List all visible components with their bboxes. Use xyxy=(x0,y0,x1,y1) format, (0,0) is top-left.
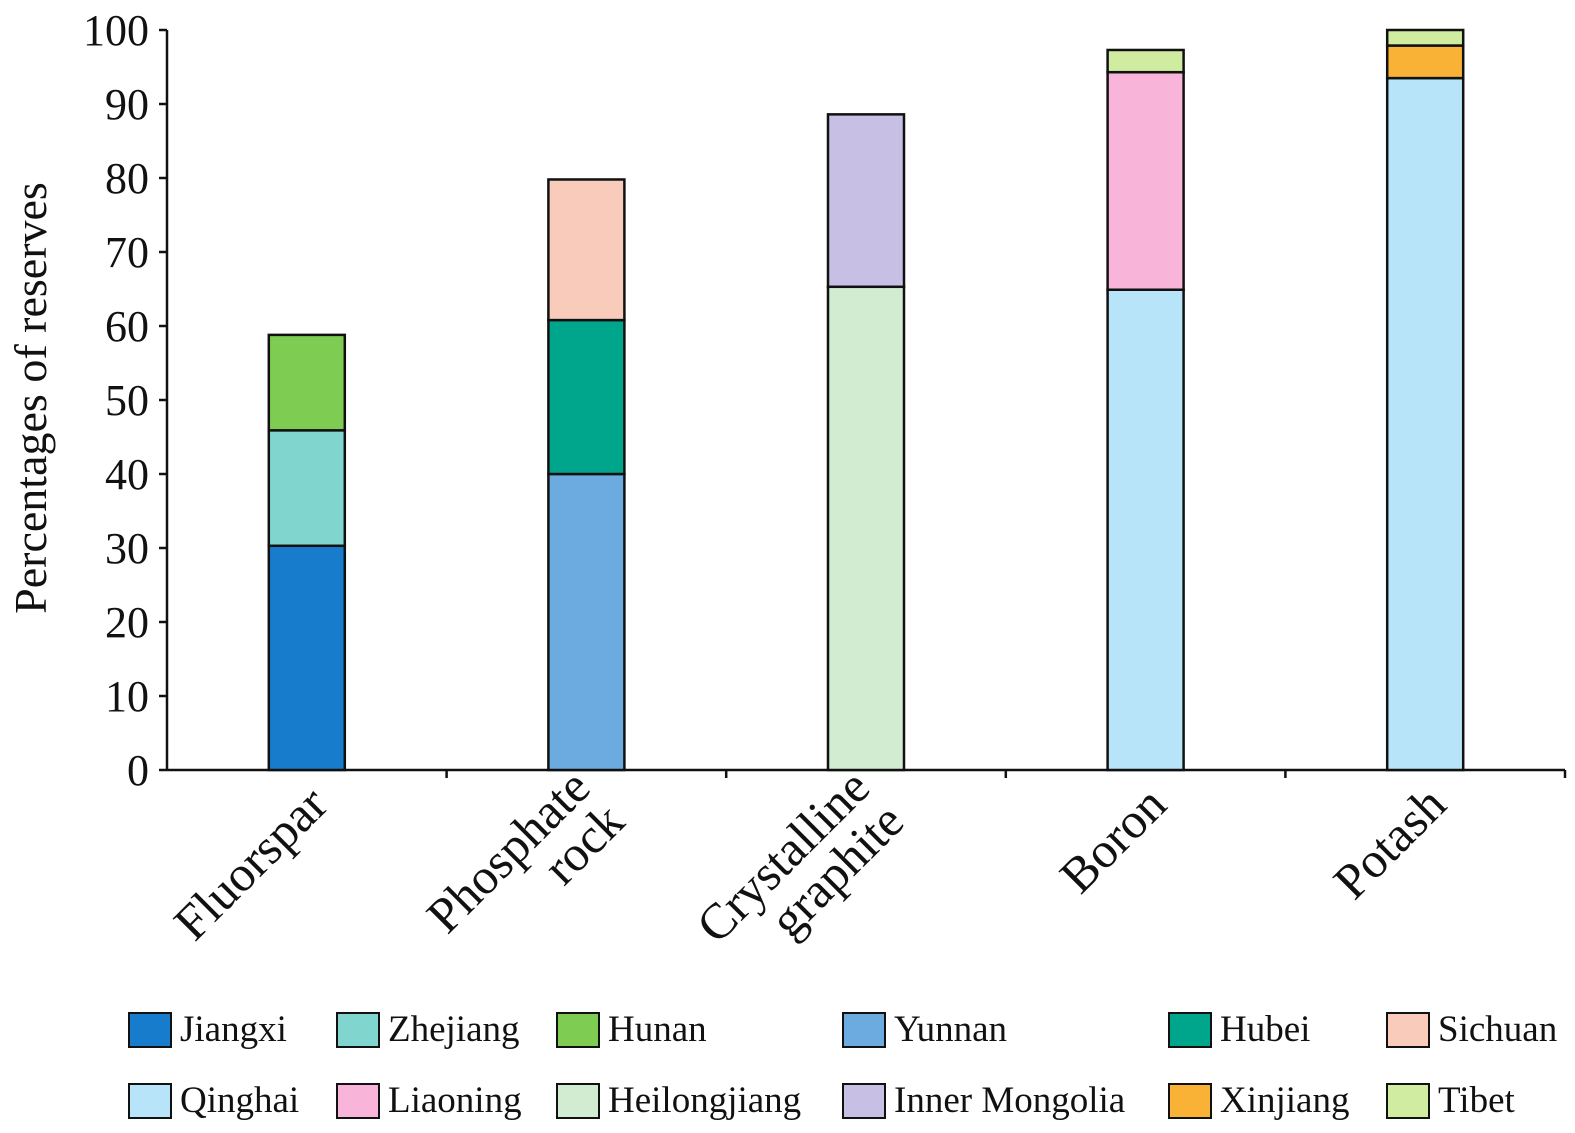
legend-label: Yunnan xyxy=(894,1009,1008,1050)
legend-label: Heilongjiang xyxy=(608,1080,802,1121)
y-tick-label: 90 xyxy=(105,80,149,129)
legend-item: Liaoning xyxy=(336,1081,522,1121)
legend-swatch xyxy=(336,1083,380,1119)
legend-swatch xyxy=(556,1083,600,1119)
legend-item: Yunnan xyxy=(842,1010,1007,1050)
legend-label: Hunan xyxy=(608,1009,707,1050)
y-tick-label: 40 xyxy=(105,450,149,499)
bar-segment-yunnan xyxy=(547,472,626,772)
y-tick-label: 100 xyxy=(83,6,149,55)
legend-label: Xinjiang xyxy=(1220,1080,1350,1121)
legend-item: Hunan xyxy=(556,1010,707,1050)
legend-item: Heilongjiang xyxy=(556,1081,801,1121)
legend-item: Zhejiang xyxy=(336,1010,520,1050)
x-tick-label: Fluorspar xyxy=(163,775,338,950)
bar-segment-xinjiang xyxy=(1385,44,1465,80)
legend-swatch xyxy=(556,1012,600,1048)
legend-swatch xyxy=(1386,1083,1430,1119)
legend-item: Qinghai xyxy=(128,1081,299,1121)
legend-swatch xyxy=(1168,1012,1212,1048)
legend-item: Sichuan xyxy=(1386,1010,1557,1050)
legend-swatch xyxy=(842,1083,886,1119)
y-tick-label: 60 xyxy=(105,302,149,351)
y-tick-label: 30 xyxy=(105,524,149,573)
legend-item: Jiangxi xyxy=(128,1010,287,1050)
legend-label: Qinghai xyxy=(180,1080,300,1121)
bar-segment-qinghai xyxy=(1106,288,1185,772)
bar-segment-sichuan xyxy=(547,178,626,322)
legend-label: Tibet xyxy=(1438,1080,1515,1121)
y-tick-label: 80 xyxy=(105,154,149,203)
legend-swatch xyxy=(1168,1083,1212,1119)
legend-item: Tibet xyxy=(1386,1081,1515,1121)
legend-swatch xyxy=(842,1012,886,1048)
bar-segment-qinghai xyxy=(1385,76,1465,772)
bar-segment-tibet xyxy=(1106,48,1185,74)
legend-label: Jiangxi xyxy=(180,1009,287,1050)
legend-item: Inner Mongolia xyxy=(842,1081,1125,1121)
legend-label: Zhejiang xyxy=(388,1009,520,1050)
y-tick-label: 0 xyxy=(127,746,149,795)
x-tick-label: Boron xyxy=(1049,775,1177,903)
legend-item: Xinjiang xyxy=(1168,1081,1349,1121)
legend-label: Inner Mongolia xyxy=(894,1080,1126,1121)
y-tick-label: 20 xyxy=(105,598,149,647)
bar-segment-zhejiang xyxy=(267,429,347,548)
bar-segment-jiangxi xyxy=(267,544,347,772)
x-tick-label: Potash xyxy=(1322,775,1456,909)
legend-label: Hubei xyxy=(1220,1009,1311,1050)
legend-swatch xyxy=(128,1083,172,1119)
legend-label: Sichuan xyxy=(1438,1009,1558,1050)
x-tick-label-line: Boron xyxy=(1049,775,1177,903)
bar-segment-tibet xyxy=(1385,28,1465,47)
x-tick-label-line: Fluorspar xyxy=(163,775,338,950)
legend-item: Hubei xyxy=(1168,1010,1310,1050)
axes: 0 10 20 30 40 50 60 70 80 90 100 xyxy=(83,6,1567,795)
x-tick-label-line: Potash xyxy=(1322,775,1456,909)
bar-segment-heilongjiang xyxy=(826,285,906,772)
legend-swatch xyxy=(128,1012,172,1048)
legend-label: Liaoning xyxy=(388,1080,522,1121)
y-tick-label: 70 xyxy=(105,228,149,277)
bar-segment-hubei xyxy=(547,318,626,476)
bar-segment-hunan xyxy=(267,333,347,432)
bar-segment-liaoning xyxy=(1106,70,1185,291)
legend-swatch xyxy=(1386,1012,1430,1048)
y-tick-label: 10 xyxy=(105,672,149,721)
y-axis-label: Percentages of reserves xyxy=(5,182,56,614)
bar-segment-inner-mongolia xyxy=(826,113,906,289)
bars xyxy=(267,28,1465,772)
y-tick-label: 50 xyxy=(105,376,149,425)
legend-swatch xyxy=(336,1012,380,1048)
